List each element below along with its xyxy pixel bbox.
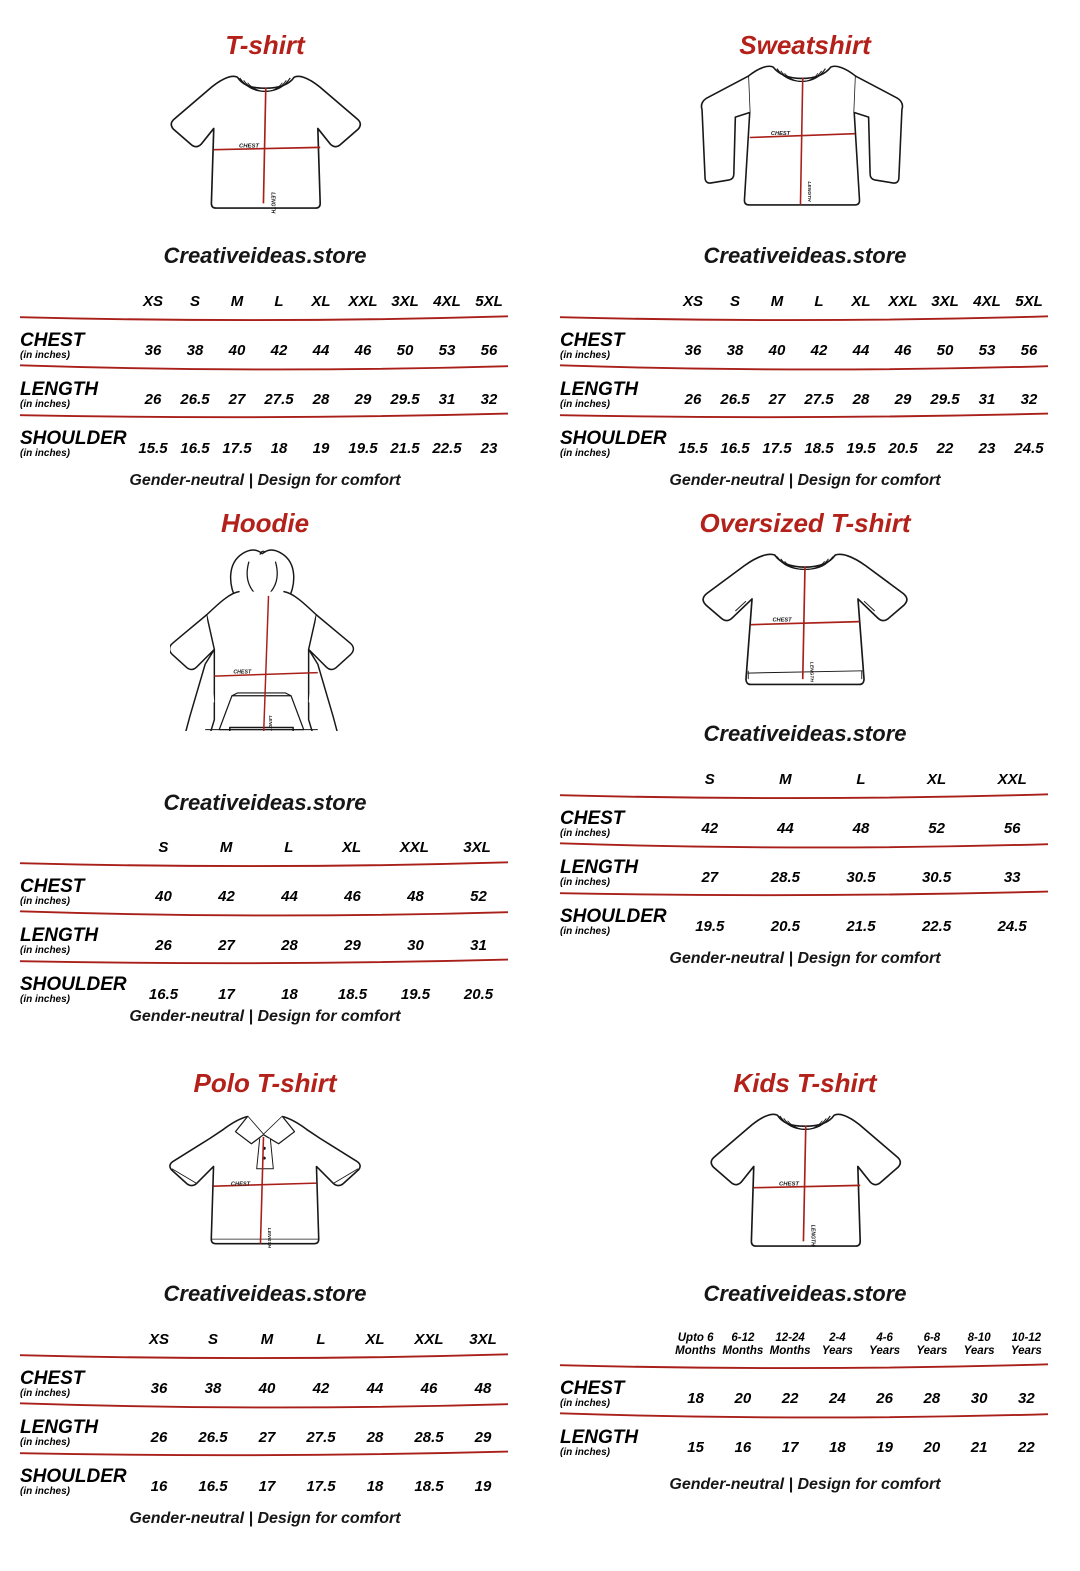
svg-text:CHEST: CHEST xyxy=(231,1181,251,1187)
svg-text:LENGTH: LENGTH xyxy=(266,1228,272,1249)
svg-text:LENGTH: LENGTH xyxy=(808,662,814,683)
svg-text:LENGTH: LENGTH xyxy=(806,181,812,202)
svg-text:CHEST: CHEST xyxy=(772,618,792,624)
svg-text:CHEST: CHEST xyxy=(239,143,260,149)
svg-text:CHEST: CHEST xyxy=(779,1181,800,1187)
svg-text:CHEST: CHEST xyxy=(233,669,252,675)
svg-text:LENGTH: LENGTH xyxy=(268,716,273,732)
svg-text:LENGTH: LENGTH xyxy=(269,192,275,213)
svg-text:CHEST: CHEST xyxy=(771,131,791,137)
svg-text:LENGTH: LENGTH xyxy=(809,1225,815,1246)
